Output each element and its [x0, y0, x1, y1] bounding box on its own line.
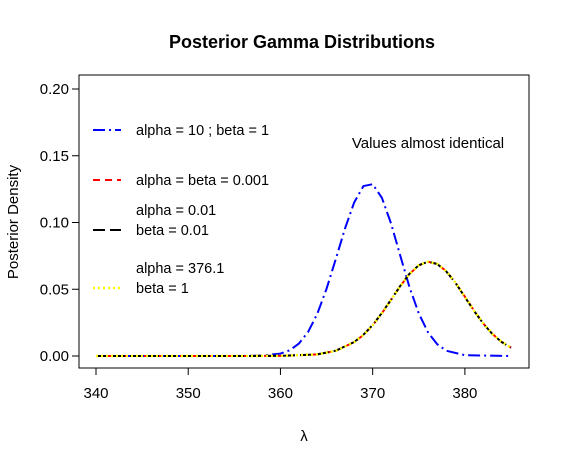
y-tick-label: 0.20: [40, 81, 69, 98]
plot-frame: [78, 74, 530, 369]
series-layer: [96, 183, 512, 358]
legend-label-3: alpha = 376.1: [136, 261, 224, 277]
x-axis: 340 350 360 370 380: [83, 367, 477, 402]
y-axis-label: Posterior Density: [5, 164, 22, 279]
legend-label-1: alpha = beta = 0.001: [136, 173, 269, 189]
y-tick-label: 0.05: [40, 281, 69, 298]
annotation-values-almost-identical: Values almost identical: [352, 135, 504, 152]
x-tick-label: 340: [83, 385, 108, 402]
x-tick-label: 380: [452, 385, 477, 402]
series-line-2: [96, 260, 512, 357]
y-axis: 0.00 0.05 0.10 0.15 0.20: [40, 81, 80, 365]
legend-label-2: alpha = 0.01: [136, 203, 216, 219]
y-tick-label: 0.15: [40, 148, 69, 165]
series-line-1: [96, 260, 512, 357]
chart-title: Posterior Gamma Distributions: [169, 32, 435, 52]
legend-label-2: beta = 0.01: [136, 223, 209, 239]
legend-label-3: beta = 1: [136, 281, 189, 297]
x-tick-label: 360: [268, 385, 293, 402]
series-line-3: [96, 260, 512, 358]
legend-label-0: alpha = 10 ; beta = 1: [136, 123, 269, 139]
legend: alpha = 10 ; beta = 1 alpha = beta = 0.00…: [93, 123, 269, 297]
y-tick-label: 0.10: [40, 215, 69, 232]
x-axis-label: λ: [300, 428, 308, 445]
y-tick-label: 0.00: [40, 348, 69, 365]
x-tick-label: 350: [176, 385, 201, 402]
x-tick-label: 370: [360, 385, 385, 402]
